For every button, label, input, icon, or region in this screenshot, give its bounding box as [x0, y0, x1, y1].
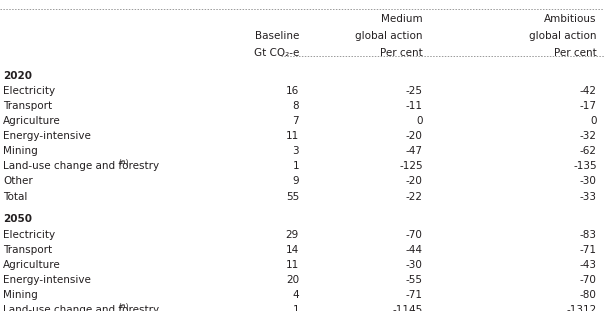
Text: -70: -70: [406, 230, 423, 239]
Text: -30: -30: [406, 260, 423, 270]
Text: Mining: Mining: [3, 290, 38, 300]
Text: 9: 9: [292, 177, 299, 187]
Text: Land-use change and forestry: Land-use change and forestry: [3, 161, 159, 171]
Text: Electricity: Electricity: [3, 86, 55, 96]
Text: -32: -32: [580, 131, 597, 141]
Text: 3: 3: [292, 146, 299, 156]
Text: 11: 11: [286, 260, 299, 270]
Text: 14: 14: [286, 245, 299, 255]
Text: Mining: Mining: [3, 146, 38, 156]
Text: Baseline: Baseline: [255, 31, 299, 41]
Text: Medium: Medium: [381, 14, 423, 24]
Text: Gt CO₂-e: Gt CO₂-e: [254, 48, 299, 58]
Text: -55: -55: [406, 275, 423, 285]
Text: 1: 1: [292, 161, 299, 171]
Text: Per cent: Per cent: [554, 48, 597, 58]
Text: -135: -135: [573, 161, 597, 171]
Text: -83: -83: [580, 230, 597, 239]
Text: 20: 20: [286, 275, 299, 285]
Text: 8: 8: [292, 101, 299, 111]
Text: Electricity: Electricity: [3, 230, 55, 239]
Text: -80: -80: [580, 290, 597, 300]
Text: global action: global action: [529, 31, 597, 41]
Text: 55: 55: [286, 192, 299, 202]
Text: -20: -20: [406, 131, 423, 141]
Text: -125: -125: [399, 161, 423, 171]
Text: 16: 16: [286, 86, 299, 96]
Text: -20: -20: [406, 177, 423, 187]
Text: 1: 1: [292, 305, 299, 311]
Text: -71: -71: [580, 245, 597, 255]
Text: -1312: -1312: [567, 305, 597, 311]
Text: Energy-intensive: Energy-intensive: [3, 275, 91, 285]
Text: 2050: 2050: [3, 215, 32, 225]
Text: -11: -11: [406, 101, 423, 111]
Text: -47: -47: [406, 146, 423, 156]
Text: -30: -30: [580, 177, 597, 187]
Text: Other: Other: [3, 177, 33, 187]
Text: 7: 7: [292, 116, 299, 126]
Text: 29: 29: [286, 230, 299, 239]
Text: Transport: Transport: [3, 101, 52, 111]
Text: Ambitious: Ambitious: [544, 14, 597, 24]
Text: -42: -42: [580, 86, 597, 96]
Text: -33: -33: [580, 192, 597, 202]
Text: Land-use change and forestry: Land-use change and forestry: [3, 305, 159, 311]
Text: 0: 0: [590, 116, 597, 126]
Text: -71: -71: [406, 290, 423, 300]
Text: -70: -70: [580, 275, 597, 285]
Text: 11: 11: [286, 131, 299, 141]
Text: 2020: 2020: [3, 71, 32, 81]
Text: Agriculture: Agriculture: [3, 116, 61, 126]
Text: Total: Total: [3, 192, 27, 202]
Text: -22: -22: [406, 192, 423, 202]
Text: -1145: -1145: [393, 305, 423, 311]
Text: global action: global action: [355, 31, 423, 41]
Text: Agriculture: Agriculture: [3, 260, 61, 270]
Text: Per cent: Per cent: [380, 48, 423, 58]
Text: -43: -43: [580, 260, 597, 270]
Text: (a): (a): [118, 302, 129, 309]
Text: -62: -62: [580, 146, 597, 156]
Text: (a): (a): [118, 159, 129, 165]
Text: Energy-intensive: Energy-intensive: [3, 131, 91, 141]
Text: -17: -17: [580, 101, 597, 111]
Text: 0: 0: [416, 116, 423, 126]
Text: -25: -25: [406, 86, 423, 96]
Text: Transport: Transport: [3, 245, 52, 255]
Text: -44: -44: [406, 245, 423, 255]
Text: 4: 4: [292, 290, 299, 300]
